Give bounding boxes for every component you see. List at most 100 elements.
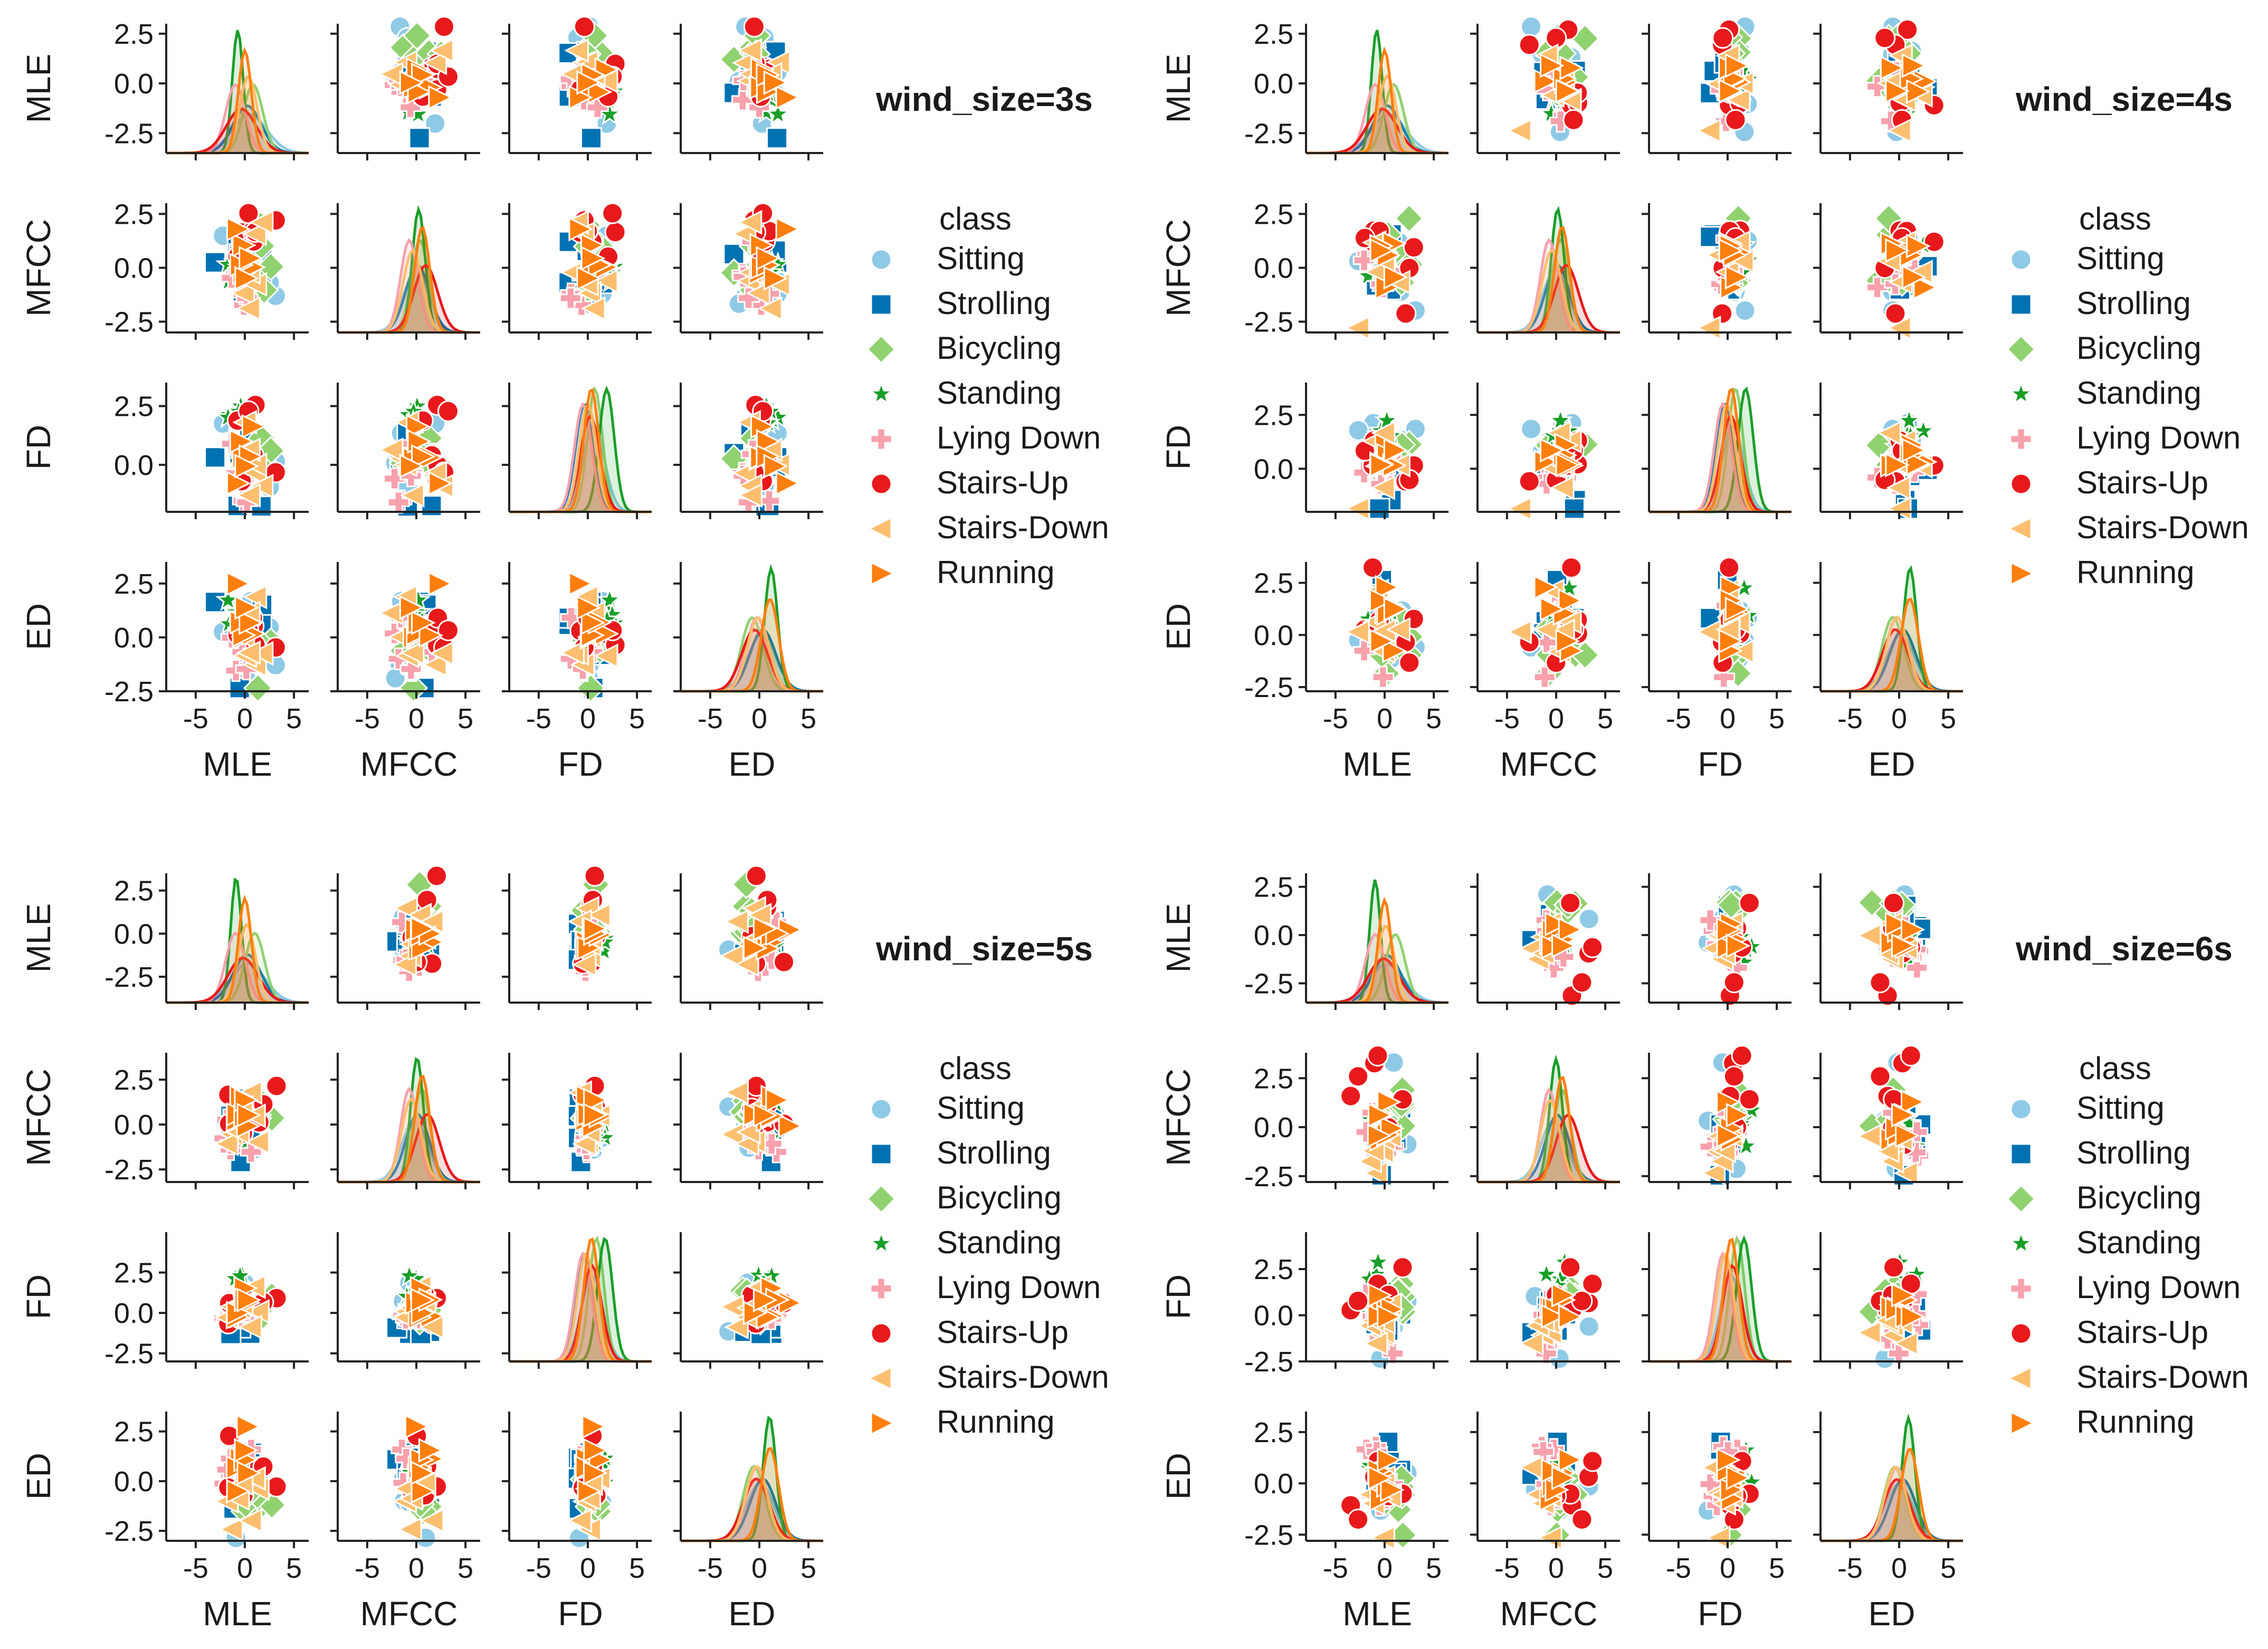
- point-running: [1545, 911, 1569, 937]
- point-stairs-down: [1345, 316, 1370, 340]
- point-lying-down: [383, 622, 406, 645]
- point-running: [1724, 596, 1750, 622]
- cell-mle-vs-ed: [1813, 16, 1963, 160]
- kde-fill-sitting: [681, 1483, 823, 1541]
- point-stairs-up: [1395, 302, 1417, 325]
- x-tick-label: 0: [237, 1552, 253, 1584]
- x-axis-label-mle: MLE: [1342, 745, 1412, 783]
- point-running: [752, 1288, 778, 1312]
- kde-fill-bicycling: [681, 617, 823, 691]
- y-axis-label-mle: MLE: [1159, 54, 1197, 123]
- y-tick-label: 0.0: [1254, 1468, 1293, 1500]
- point-running: [428, 471, 453, 496]
- x-tick-label: 5: [801, 703, 816, 735]
- point-running: [1885, 452, 1910, 478]
- kde-fill-standing: [509, 389, 652, 512]
- point-stairs-down: [429, 38, 454, 63]
- point-stairs-down: [242, 584, 268, 609]
- point-stairs-down: [242, 221, 267, 246]
- point-running: [239, 246, 263, 271]
- point-running: [1555, 452, 1580, 478]
- point-stairs-down: [593, 269, 618, 294]
- legend-marker-sitting: [2010, 249, 2032, 271]
- point-stairs-up: [604, 221, 626, 243]
- point-stairs-up: [1560, 557, 1583, 579]
- point-running: [752, 1103, 778, 1128]
- cell-ed-vs-mle: -5 0 5 2.5 0.0 -2.5 ED MLE: [1159, 557, 1449, 783]
- point-running: [236, 1288, 262, 1312]
- point-stairs-up: [1724, 109, 1747, 131]
- point-strolling: [766, 127, 788, 149]
- point-stairs-up: [1712, 27, 1734, 49]
- point-stairs-down: [245, 1299, 270, 1324]
- cell-fd-vs-fd: [502, 1232, 652, 1369]
- x-tick-label: 0: [1891, 703, 1907, 735]
- cell-ed-vs-mle: -5 0 5 2.5 0.0 -2.5 ED MLE: [20, 562, 309, 783]
- point-stairs-down: [399, 483, 425, 508]
- point-running: [763, 266, 788, 291]
- point-running: [576, 595, 601, 620]
- point-bicycling: [256, 252, 285, 282]
- point-stairs-up: [1362, 557, 1384, 579]
- y-tick-label: -2.5: [104, 1515, 154, 1547]
- x-tick-label: 5: [286, 703, 302, 735]
- point-stairs-down: [1345, 496, 1370, 521]
- point-running: [1551, 933, 1576, 958]
- legend-marker-lying-down: [870, 427, 893, 451]
- x-axis-label-fd: FD: [558, 745, 603, 783]
- cell-ed-vs-fd: -5 0 5 FD: [1642, 1412, 1791, 1633]
- cell-ed-vs-ed: -5 0 5 ED: [1813, 1412, 1963, 1633]
- y-tick-label: 2.5: [1254, 399, 1293, 431]
- y-tick-label: 2.5: [114, 1064, 154, 1096]
- y-tick-label: 2.5: [114, 18, 154, 50]
- point-running: [765, 1088, 790, 1113]
- point-strolling: [408, 127, 431, 149]
- legend-marker-strolling: [2010, 293, 2032, 316]
- kde-fill-running: [1649, 1240, 1791, 1361]
- cell-mle-vs-fd: [502, 16, 652, 160]
- point-running: [1906, 451, 1931, 476]
- point-bicycling: [402, 21, 432, 51]
- point-stairs-down: [1345, 619, 1370, 644]
- cell-fd-vs-mle: 2.5 0.0 FD: [1159, 383, 1449, 521]
- point-stairs-up: [602, 202, 624, 224]
- kde-fill-stairs-down: [1478, 1100, 1620, 1182]
- point-running: [1533, 575, 1559, 600]
- x-tick-label: 0: [1720, 1552, 1736, 1584]
- x-tick-label: 5: [629, 703, 645, 735]
- point-running: [1906, 234, 1931, 259]
- legend-marker-standing: [2008, 380, 2034, 405]
- point-stairs-up: [1723, 1065, 1745, 1088]
- cell-mfcc-vs-mle: 2.5 0.0 -2.5 MFCC: [1159, 1045, 1449, 1193]
- point-stairs-up: [437, 400, 459, 422]
- y-axis-label-mfcc: MFCC: [20, 1069, 58, 1166]
- point-running: [239, 610, 263, 635]
- kde-fill-stairs-up: [338, 1114, 480, 1182]
- cell-mle-vs-mle: 2.5 0.0 -2.5 MLE: [1159, 18, 1449, 160]
- cell-mle-vs-mle: 2.5 0.0 -2.5 MLE: [1159, 872, 1449, 1010]
- point-stairs-down: [378, 437, 404, 462]
- point-stairs-up: [1571, 1509, 1593, 1531]
- kde-fill-stairs-up: [681, 630, 823, 691]
- y-axis-label-fd: FD: [20, 1274, 58, 1319]
- y-tick-label: 0.0: [114, 918, 154, 950]
- y-tick-label: 0.0: [1254, 1112, 1293, 1143]
- point-stairs-up: [1581, 1450, 1604, 1472]
- point-lying-down: [383, 467, 406, 490]
- cell-mfcc-vs-mle: 2.5 0.0 -2.5 MFCC: [1159, 198, 1449, 340]
- point-lying-down: [1712, 665, 1736, 689]
- point-bicycling: [398, 673, 428, 703]
- x-tick-label: 5: [1426, 1552, 1442, 1584]
- point-stairs-up: [1403, 236, 1425, 259]
- point-running: [1383, 265, 1408, 290]
- cell-mle-vs-mfcc: [330, 16, 480, 160]
- point-stairs-up: [1874, 27, 1896, 49]
- point-stairs-down: [735, 952, 759, 977]
- legend-marker-sitting: [870, 249, 892, 271]
- kde-fill-stairs-down: [338, 251, 480, 332]
- legend-marker-strolling: [870, 293, 892, 316]
- cell-ed-vs-ed: -5 0 5 ED: [1813, 562, 1963, 783]
